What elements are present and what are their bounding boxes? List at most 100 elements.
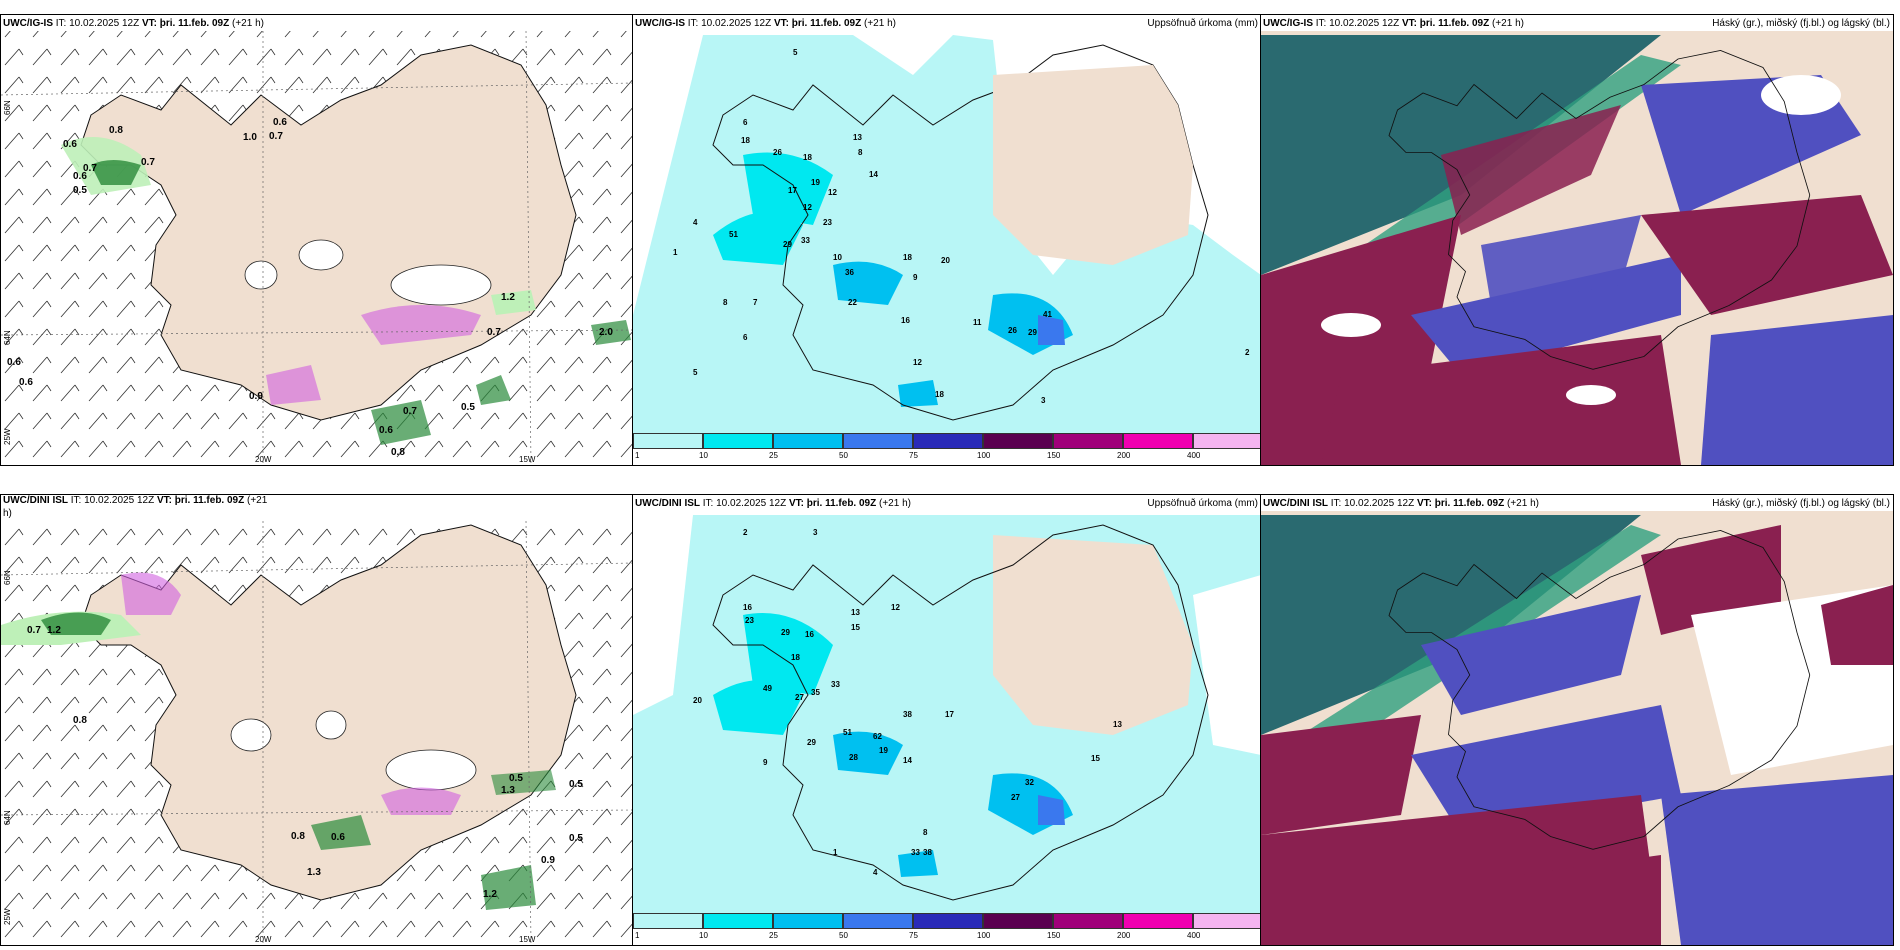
legend-tick: 50 — [839, 451, 848, 460]
legend-tick: 100 — [977, 931, 991, 940]
legend-box-1 — [633, 433, 703, 449]
svg-text:13: 13 — [853, 133, 862, 142]
svg-text:32: 32 — [1025, 778, 1034, 787]
svg-text:0.9: 0.9 — [249, 391, 263, 402]
svg-text:5: 5 — [693, 368, 698, 377]
precip-legend: 1 10 25 50 75 100 150 200 400 — [633, 913, 1261, 940]
precip-map: 5 6 18 26 18 19 17 12 23 33 51 29 13 8 1… — [633, 35, 1261, 445]
lat-label-64: 64N — [3, 330, 12, 345]
svg-text:9: 9 — [913, 273, 918, 282]
legend-box-8 — [1123, 433, 1193, 449]
svg-text:27: 27 — [1011, 793, 1020, 802]
svg-text:4: 4 — [873, 868, 878, 877]
svg-text:12: 12 — [913, 358, 922, 367]
legend-box-6 — [983, 913, 1053, 929]
svg-text:13: 13 — [851, 608, 860, 617]
legend-tick: 10 — [699, 451, 708, 460]
svg-text:14: 14 — [903, 756, 912, 765]
svg-text:5: 5 — [793, 48, 798, 57]
svg-text:19: 19 — [879, 746, 888, 755]
svg-text:23: 23 — [823, 218, 832, 227]
svg-text:1: 1 — [833, 848, 838, 857]
lat-label-66: 66N — [3, 100, 12, 115]
svg-text:0.6: 0.6 — [331, 832, 345, 843]
legend-tick: 25 — [769, 451, 778, 460]
panel-title: UWC/IG-IS IT: 10.02.2025 12Z VT: þri. 11… — [1263, 18, 1524, 29]
svg-text:8: 8 — [858, 148, 863, 157]
svg-text:3: 3 — [1041, 396, 1046, 405]
svg-text:0.7: 0.7 — [269, 131, 283, 142]
cloud-map — [1261, 511, 1893, 945]
svg-text:0.8: 0.8 — [291, 831, 305, 842]
legend-tick: 400 — [1187, 451, 1201, 460]
svg-text:12: 12 — [891, 603, 900, 612]
svg-text:17: 17 — [945, 710, 954, 719]
legend-tick: 200 — [1117, 451, 1131, 460]
svg-text:3: 3 — [813, 528, 818, 537]
svg-text:0.5: 0.5 — [509, 773, 523, 784]
svg-text:0.6: 0.6 — [273, 117, 287, 128]
svg-text:29: 29 — [807, 738, 816, 747]
legend-tick: 1 — [635, 451, 640, 460]
svg-text:1.2: 1.2 — [47, 625, 61, 636]
legend-tick: 50 — [839, 931, 848, 940]
legend-tick: 75 — [909, 931, 918, 940]
svg-text:22: 22 — [848, 298, 857, 307]
panel-title: UWC/DINI ISL IT: 10.02.2025 12Z VT: þri.… — [3, 495, 268, 506]
svg-text:14: 14 — [869, 170, 878, 179]
svg-text:0.6: 0.6 — [63, 139, 77, 150]
svg-text:1: 1 — [673, 248, 678, 257]
svg-text:11: 11 — [973, 318, 982, 327]
svg-text:35: 35 — [811, 688, 820, 697]
svg-text:20: 20 — [941, 256, 950, 265]
svg-text:38: 38 — [903, 710, 912, 719]
val: 0.8 — [109, 125, 123, 136]
svg-text:17: 17 — [788, 186, 797, 195]
panel-title: UWC/IG-IS IT: 10.02.2025 12Z VT: þri. 11… — [635, 18, 896, 29]
svg-text:28: 28 — [849, 753, 858, 762]
legend-box-2 — [703, 913, 773, 929]
lon-label-25: 25W — [3, 428, 12, 445]
svg-text:29: 29 — [783, 240, 792, 249]
legend-box-5 — [913, 433, 983, 449]
svg-text:23: 23 — [745, 616, 754, 625]
svg-text:6: 6 — [743, 333, 748, 342]
svg-text:18: 18 — [791, 653, 800, 662]
legend-tick: 75 — [909, 451, 918, 460]
svg-text:0.9: 0.9 — [541, 855, 555, 866]
legend-tick: 25 — [769, 931, 778, 940]
legend-tick: 100 — [977, 451, 991, 460]
lat-label-64: 64N — [3, 810, 12, 825]
svg-text:49: 49 — [763, 684, 772, 693]
svg-text:0.5: 0.5 — [73, 185, 87, 196]
legend-tick: 400 — [1187, 931, 1201, 940]
svg-text:0.6: 0.6 — [379, 425, 393, 436]
legend-box-1 — [633, 913, 703, 929]
svg-text:16: 16 — [805, 630, 814, 639]
panel-top-left: UWC/IG-IS IT: 10.02.2025 12Z VT: þri. 11… — [0, 14, 634, 466]
lon-label-20: 20W — [255, 935, 272, 944]
legend-tick: 10 — [699, 931, 708, 940]
wind-map: 0.7 1.2 0.8 0.5 1.3 0.6 0.5 0.9 1.2 0.8 … — [1, 520, 633, 945]
svg-text:8: 8 — [723, 298, 728, 307]
lon-label-20: 20W — [255, 455, 272, 464]
svg-text:0.8: 0.8 — [391, 447, 405, 458]
svg-text:29: 29 — [1028, 328, 1037, 337]
panel-title-wrap: h) — [3, 508, 12, 519]
legend-tick: 1 — [635, 931, 640, 940]
svg-text:2: 2 — [743, 528, 748, 537]
svg-text:4: 4 — [693, 218, 698, 227]
panel-right-title: Háský (gr.), miðský (fj.bl.) og lágský (… — [1712, 18, 1890, 29]
panel-title: UWC/DINI ISL IT: 10.02.2025 12Z VT: þri.… — [1263, 498, 1539, 509]
svg-text:0.6: 0.6 — [7, 357, 21, 368]
panel-right-title: Uppsöfnuð úrkoma (mm) — [1147, 18, 1258, 29]
legend-box-4 — [843, 913, 913, 929]
panel-bottom-mid: UWC/DINI ISL IT: 10.02.2025 12Z VT: þri.… — [632, 494, 1262, 946]
cloud-map — [1261, 31, 1893, 465]
panel-right-title: Uppsöfnuð úrkoma (mm) — [1147, 498, 1258, 509]
legend-box-3 — [773, 433, 843, 449]
svg-text:18: 18 — [903, 253, 912, 262]
svg-text:0.7: 0.7 — [27, 625, 41, 636]
svg-text:0.7: 0.7 — [141, 157, 155, 168]
svg-text:33: 33 — [801, 236, 810, 245]
